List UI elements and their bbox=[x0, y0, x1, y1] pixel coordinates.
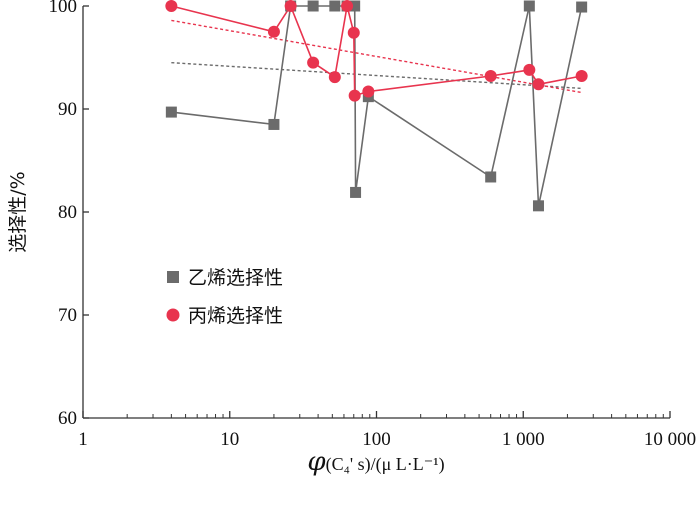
data-point-propylene bbox=[362, 85, 375, 98]
series-lines bbox=[171, 4, 583, 206]
data-point-propylene bbox=[523, 63, 536, 76]
data-point-propylene bbox=[348, 89, 361, 102]
data-point-propylene bbox=[484, 70, 497, 83]
series-line-0 bbox=[171, 5, 583, 206]
legend-marker-propylene bbox=[166, 308, 180, 322]
data-point-propylene bbox=[307, 56, 320, 69]
data-point-ethylene bbox=[268, 118, 280, 130]
y-tick-label: 80 bbox=[58, 202, 77, 223]
data-point-propylene bbox=[284, 0, 297, 12]
y-axis-title: 选择性/% bbox=[7, 171, 29, 252]
y-ticks: 60 70 80 90 100 bbox=[49, 0, 89, 429]
trend-line-series-0 bbox=[171, 61, 582, 90]
data-point-ethylene bbox=[532, 200, 544, 212]
data-point-propylene bbox=[341, 0, 354, 12]
x-tick-label: 1 bbox=[78, 429, 88, 450]
legend: 乙烯选择性 丙烯选择性 bbox=[166, 267, 283, 327]
legend-marker-ethylene bbox=[167, 271, 179, 283]
data-point-ethylene bbox=[523, 0, 535, 12]
x-axis-title-unit: (C₄' s)/(μ L·L⁻¹) bbox=[326, 454, 445, 475]
trend-line-series-1 bbox=[171, 19, 582, 94]
data-point-propylene bbox=[347, 26, 360, 39]
data-point-propylene bbox=[328, 71, 341, 84]
x-axis-title-symbol: φ bbox=[307, 447, 326, 477]
data-point-propylene bbox=[575, 70, 588, 83]
legend-label-ethylene: 乙烯选择性 bbox=[188, 267, 283, 289]
y-tick-label: 90 bbox=[58, 99, 77, 120]
series-markers bbox=[165, 0, 588, 212]
y-tick-label: 60 bbox=[58, 408, 77, 429]
trend-lines bbox=[171, 19, 582, 94]
x-tick-label: 1 000 bbox=[502, 429, 545, 450]
data-point-ethylene bbox=[349, 0, 361, 12]
y-tick-label: 100 bbox=[49, 0, 78, 17]
data-point-ethylene bbox=[329, 0, 341, 12]
x-tick-label: 10 bbox=[220, 429, 239, 450]
x-axis-title: φ(C₄' s)/(μ L·L⁻¹) bbox=[307, 447, 444, 477]
data-point-ethylene bbox=[307, 0, 319, 12]
data-point-ethylene bbox=[165, 106, 177, 118]
x-tick-label: 100 bbox=[362, 429, 391, 450]
data-point-ethylene bbox=[576, 1, 588, 13]
data-point-ethylene bbox=[350, 186, 362, 198]
data-point-propylene bbox=[532, 78, 545, 91]
y-tick-label: 70 bbox=[58, 305, 77, 326]
data-point-ethylene bbox=[485, 171, 497, 183]
data-point-propylene bbox=[165, 0, 178, 12]
data-point-propylene bbox=[267, 25, 280, 38]
x-tick-label: 10 000 bbox=[644, 429, 696, 450]
legend-label-propylene: 丙烯选择性 bbox=[188, 305, 283, 327]
x-ticks: 1 10 100 1 000 10 000 bbox=[78, 411, 696, 450]
